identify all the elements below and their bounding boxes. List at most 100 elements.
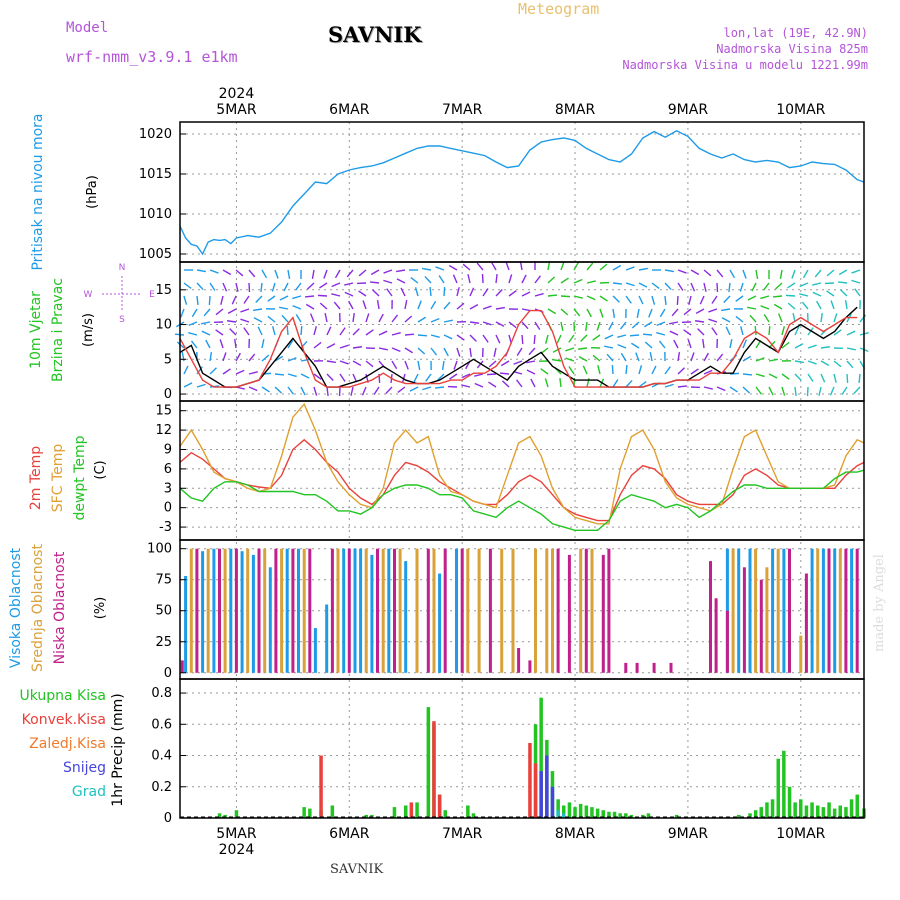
- bar-rain_total: [849, 799, 854, 818]
- wind-arrow: [261, 269, 268, 279]
- wind-arrow: [565, 357, 575, 362]
- wind-arrow: [261, 354, 270, 362]
- wind-arrow: [573, 278, 583, 284]
- bar-cloud_low: [218, 548, 221, 673]
- year-label-top: 2024: [219, 86, 255, 102]
- wind-arrow: [851, 279, 861, 284]
- wind-arrow: [658, 340, 666, 349]
- y-tick-label: 0.8: [151, 686, 172, 701]
- bar-cloud_mid: [545, 548, 549, 673]
- year-label-bottom: 2024: [219, 842, 255, 858]
- bar-cloud_mid: [799, 635, 803, 673]
- wind-arrow: [287, 373, 297, 378]
- bar-rain_conv: [437, 794, 442, 818]
- wind-arrow: [482, 288, 489, 297]
- wind-arrow: [596, 321, 601, 331]
- wind-arrow: [196, 295, 199, 306]
- wind-arrow: [274, 386, 283, 394]
- wind-arrow: [404, 333, 415, 336]
- wind-arrow: [222, 352, 227, 362]
- wind-arrow: [773, 303, 783, 310]
- wind-arrow: [617, 334, 627, 339]
- bar-rain_total: [364, 814, 368, 818]
- model-value: wrf-nmm_v3.9.1 e1km: [66, 48, 238, 66]
- wind-arrow: [404, 347, 414, 354]
- wind-arrow: [261, 339, 265, 349]
- wind-arrow: [334, 269, 341, 279]
- wind-arrow: [482, 305, 492, 310]
- wind-arrow: [429, 286, 432, 297]
- wind-arrow: [526, 369, 536, 375]
- panel-frame: [179, 678, 865, 819]
- wind-arrow: [851, 269, 861, 274]
- wind-arrow: [495, 273, 498, 284]
- wind-arrow: [841, 386, 848, 395]
- bar-cloud_high: [201, 551, 205, 673]
- wind-axis-label-2: Brzina i Pravac: [50, 278, 66, 382]
- wind-arrow: [287, 386, 294, 395]
- wind-arrow: [300, 325, 303, 336]
- bar-cloud_mid: [206, 548, 210, 673]
- date-label-top: 5MAR: [216, 102, 257, 118]
- wind-arrow: [222, 282, 228, 292]
- wind-arrow: [742, 269, 747, 279]
- bar-cloud_low: [567, 554, 571, 673]
- wind-arrow: [495, 334, 501, 344]
- bar-cloud_high: [455, 548, 458, 673]
- wind-arrow: [488, 360, 497, 368]
- wind-arrow: [201, 321, 211, 325]
- bar-cloud_mid: [280, 548, 284, 673]
- bar-rain_total: [595, 808, 600, 818]
- wind-arrow: [414, 287, 419, 297]
- wind-arrow: [331, 293, 341, 297]
- wind-arrow: [313, 386, 318, 396]
- wind-arrow: [723, 295, 731, 303]
- wind-arrow: [664, 282, 672, 291]
- wind-arrow: [606, 353, 614, 362]
- wind-arrow: [656, 331, 666, 336]
- bar-rain_total: [443, 810, 447, 818]
- bar-rain_total: [821, 807, 826, 818]
- wind-arrow: [760, 295, 770, 300]
- wind-arrow: [677, 352, 681, 362]
- wind-arrow: [443, 334, 453, 340]
- bar-rain_total: [584, 805, 589, 818]
- wind-arrow: [816, 300, 822, 310]
- cloud-high-axis-label: Visoka Oblacnost: [8, 547, 24, 668]
- date-label-top: 10MAR: [776, 102, 825, 118]
- frame-layer: [179, 121, 865, 819]
- wind-arrow: [638, 295, 644, 305]
- pressure-unit-label: (hPa): [85, 175, 100, 209]
- wind-arrow: [324, 313, 328, 323]
- compass-e: E: [149, 290, 155, 300]
- wind-arrow: [838, 269, 848, 276]
- wind-arrow: [592, 354, 601, 362]
- bar-cloud_low: [714, 598, 718, 673]
- wind-arrow: [711, 295, 718, 304]
- wind-arrow: [344, 282, 354, 286]
- bar-cloud_low: [855, 548, 859, 673]
- wind-arrow: [711, 327, 718, 336]
- wind-arrow: [201, 330, 211, 336]
- wind-arrow: [573, 261, 580, 271]
- wind-arrow: [625, 266, 635, 271]
- bar-hail: [562, 813, 566, 818]
- wind-arrow: [449, 373, 458, 380]
- series-line-dewpt: [179, 469, 865, 531]
- wind-arrow: [747, 295, 757, 301]
- wind-arrow: [560, 308, 569, 316]
- wind-arrow: [631, 321, 640, 329]
- wind-arrow: [339, 327, 346, 336]
- wind-arrow: [281, 314, 289, 323]
- y-tick-label: 1010: [139, 207, 172, 222]
- precip-legend-4: Grad: [72, 784, 106, 800]
- bar-cloud_high: [850, 548, 854, 673]
- bar-rain_total: [556, 799, 560, 818]
- bar-rain_total: [816, 805, 820, 818]
- wind-arrow: [333, 301, 341, 310]
- wind-arrow: [625, 295, 632, 304]
- wind-arrow: [826, 290, 835, 297]
- bar-cloud_high: [771, 548, 775, 673]
- wind-arrow: [229, 328, 237, 336]
- wind-arrow: [495, 289, 503, 297]
